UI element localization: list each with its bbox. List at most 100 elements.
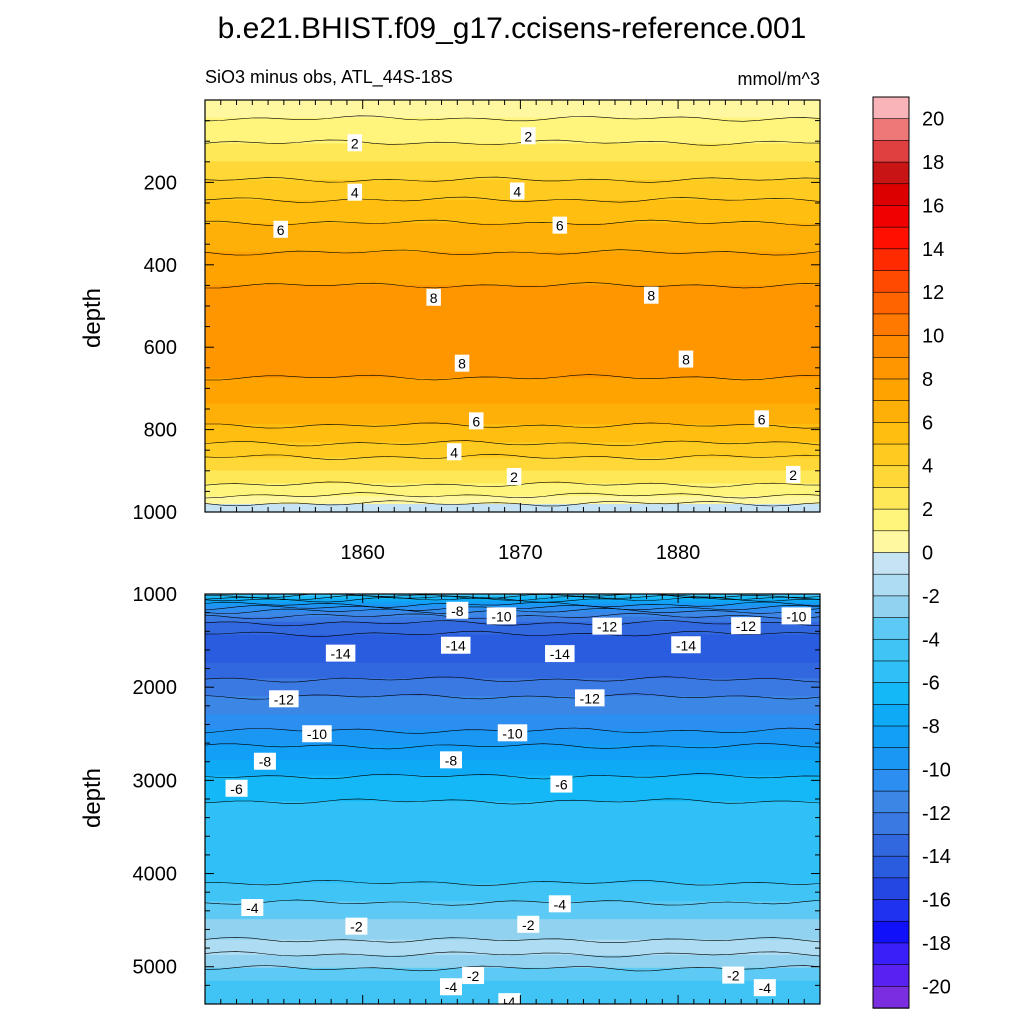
field-band bbox=[205, 349, 820, 353]
field-band bbox=[205, 403, 820, 407]
field-band bbox=[205, 419, 820, 423]
field-band bbox=[205, 898, 820, 902]
contour-label: -8 bbox=[445, 752, 458, 768]
contour-line bbox=[205, 620, 820, 627]
field-band bbox=[205, 890, 820, 895]
y-tick-label: 1000 bbox=[133, 584, 178, 606]
field-band bbox=[205, 639, 820, 643]
contour-label-bg bbox=[548, 895, 571, 913]
field-band bbox=[205, 228, 820, 232]
colorbar-tick-label: -20 bbox=[922, 976, 951, 998]
contour-label-bg bbox=[486, 607, 517, 625]
field-band bbox=[205, 847, 820, 851]
field-band bbox=[205, 885, 820, 889]
contour-line bbox=[205, 492, 820, 499]
y-tick-label: 5000 bbox=[133, 957, 178, 979]
field-upper: 2 24 46 68 88 86 64 42 2 bbox=[205, 100, 836, 512]
contour-label: 8 bbox=[458, 356, 466, 372]
colorbar-tick-label: 14 bbox=[922, 239, 944, 261]
contour-label-bg bbox=[754, 410, 769, 428]
colorbar-tick-label: 16 bbox=[922, 195, 944, 217]
contour-label-bg bbox=[821, 439, 836, 456]
field-band bbox=[205, 382, 820, 387]
contour-label: -4 bbox=[445, 979, 458, 995]
field-band bbox=[205, 821, 820, 825]
x-tick-label: 1860 bbox=[340, 542, 385, 564]
contour-line bbox=[205, 249, 820, 256]
field-band bbox=[205, 988, 820, 992]
field-band bbox=[205, 400, 820, 405]
field-band bbox=[205, 104, 820, 109]
field-band bbox=[205, 107, 820, 111]
contour-line bbox=[205, 899, 820, 906]
colorbar-tick-label: -12 bbox=[922, 803, 951, 825]
contour-label-bg bbox=[426, 288, 441, 306]
field-band bbox=[205, 421, 820, 425]
field-band bbox=[205, 985, 820, 989]
x-tick-label: 1880 bbox=[656, 542, 701, 564]
field-band bbox=[205, 957, 820, 961]
colorbar-swatch bbox=[872, 573, 910, 597]
contour-label: 6 bbox=[472, 413, 480, 429]
field-band bbox=[205, 931, 820, 936]
colorbar-swatch bbox=[872, 834, 910, 857]
contour-label: -6 bbox=[555, 777, 568, 793]
field-band bbox=[205, 501, 820, 505]
field-band bbox=[205, 793, 820, 797]
field-band bbox=[205, 112, 820, 116]
colorbar-tick-label: -2 bbox=[922, 586, 940, 608]
contour-label-bg bbox=[671, 636, 701, 654]
field-band bbox=[205, 919, 820, 923]
field-band bbox=[205, 267, 820, 271]
field-band bbox=[205, 832, 820, 836]
field-band bbox=[205, 860, 820, 864]
field-band bbox=[205, 711, 820, 715]
contour-label: 4 bbox=[513, 183, 521, 199]
field-band bbox=[205, 934, 820, 938]
field-band bbox=[205, 264, 820, 268]
field-band bbox=[205, 259, 820, 263]
contour-label: -2 bbox=[522, 917, 535, 933]
contour-label-bg bbox=[550, 775, 573, 793]
field-band bbox=[205, 370, 820, 374]
field-band bbox=[205, 775, 820, 779]
field-band bbox=[205, 158, 820, 163]
field-band bbox=[205, 796, 820, 800]
field-band bbox=[205, 888, 820, 892]
colorbar-tick-label: 6 bbox=[922, 412, 933, 434]
contour-label: 2 bbox=[510, 469, 518, 485]
colorbar-swatch bbox=[872, 942, 910, 966]
contour-label-bg bbox=[325, 644, 356, 662]
field-band bbox=[205, 916, 820, 920]
contour-line bbox=[205, 500, 820, 507]
field-band bbox=[205, 770, 820, 774]
field-band bbox=[205, 372, 820, 376]
contour-label-bg bbox=[678, 350, 694, 368]
field-band bbox=[205, 444, 820, 448]
contour-label-bg bbox=[446, 443, 462, 461]
field-band bbox=[205, 377, 820, 381]
field-band bbox=[205, 867, 820, 872]
contour-label: -12 bbox=[597, 619, 617, 635]
field-band bbox=[205, 213, 820, 217]
colorbar-swatch bbox=[872, 118, 910, 142]
field-band bbox=[205, 716, 820, 720]
field-band bbox=[205, 865, 820, 869]
field-band bbox=[205, 462, 820, 466]
contour-label-bg bbox=[552, 216, 568, 234]
field-band bbox=[205, 488, 820, 492]
field-band bbox=[205, 875, 820, 879]
chart-title: b.e21.BHIST.f09_g17.ccisens-reference.00… bbox=[218, 12, 807, 45]
field-band bbox=[205, 752, 820, 756]
contour-line bbox=[205, 601, 820, 608]
field-band bbox=[205, 883, 820, 887]
field-band bbox=[205, 668, 820, 672]
contour-label-bg bbox=[345, 917, 368, 935]
field-band bbox=[205, 447, 820, 451]
contour-line bbox=[205, 139, 820, 146]
field-band bbox=[205, 292, 820, 296]
field-band bbox=[205, 629, 820, 633]
field-band bbox=[205, 849, 820, 854]
field-band bbox=[205, 236, 820, 240]
field-band bbox=[205, 125, 820, 129]
